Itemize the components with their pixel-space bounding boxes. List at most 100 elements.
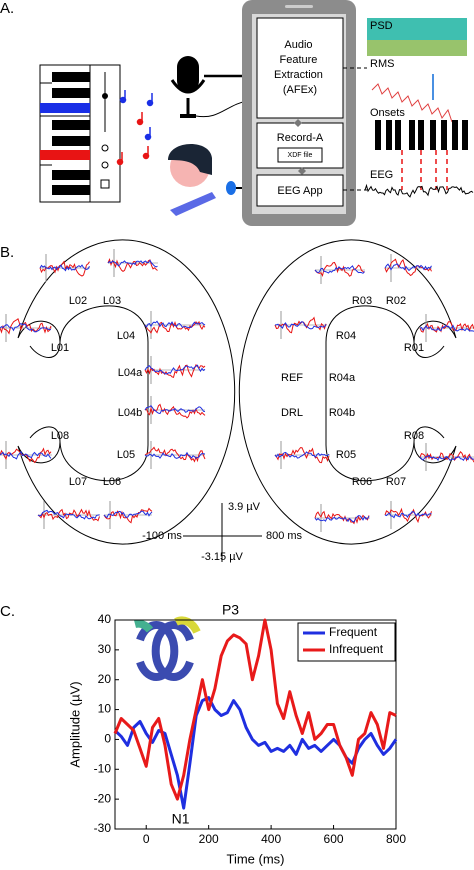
panel-label: A.	[0, 0, 14, 17]
trace	[144, 403, 206, 419]
inset-icons	[134, 616, 201, 681]
scale-label: 800 ms	[266, 530, 303, 542]
trace	[0, 450, 52, 460]
legend-box	[297, 622, 396, 662]
trace	[274, 447, 330, 464]
trace	[314, 265, 365, 274]
x-tick-label: 400	[261, 832, 281, 846]
trace	[314, 510, 370, 525]
electrode-label: L08	[51, 430, 69, 442]
trace	[37, 509, 100, 520]
x-tick-label: 600	[324, 832, 344, 846]
y-tick-label: 20	[98, 672, 112, 686]
afex-line: Feature	[280, 54, 318, 66]
onset-bar	[375, 120, 381, 150]
trace	[107, 259, 158, 268]
x-tick-label: 0	[143, 832, 150, 846]
plot-frame	[114, 619, 397, 830]
onset-bar	[418, 120, 424, 150]
y-tick-label: -10	[94, 761, 112, 775]
trace	[103, 510, 153, 519]
y-tick-label: 0	[104, 732, 111, 746]
trace	[144, 446, 206, 463]
legend-label: Infrequent	[329, 642, 384, 656]
y-tick-label: 40	[98, 612, 112, 626]
onset-bar	[430, 120, 436, 150]
trace	[39, 260, 90, 277]
trace	[144, 451, 206, 459]
electrode-label: L04b	[118, 407, 142, 419]
electrode-label: L01	[51, 342, 69, 354]
trace	[419, 451, 474, 463]
y-tick-label: -30	[94, 821, 112, 835]
trace	[144, 320, 206, 334]
annotation: P3	[222, 602, 239, 618]
trace	[103, 507, 153, 524]
rms-label: RMS	[370, 58, 394, 70]
legend-label: Frequent	[329, 625, 378, 639]
onset-bar	[386, 120, 392, 150]
onset-bar	[409, 120, 415, 150]
trace	[419, 321, 474, 333]
trace	[39, 264, 90, 272]
y-tick-label: 30	[98, 642, 112, 656]
xdf-label: XDF file	[288, 152, 313, 159]
phone	[242, 0, 356, 226]
trace	[314, 261, 365, 278]
trace	[37, 508, 100, 522]
panel-label: C.	[0, 603, 15, 620]
electrode-label: R03	[352, 295, 372, 307]
onset-bar	[441, 120, 447, 150]
trace	[419, 324, 474, 332]
trace	[0, 317, 52, 335]
electrode-label: L07	[69, 476, 87, 488]
record-label: Record-A	[277, 132, 324, 144]
scale-label: -3.15 µV	[201, 551, 243, 563]
onsets-label: Onsets	[370, 107, 405, 119]
electrode-label: R06	[352, 476, 372, 488]
keyboard	[39, 64, 121, 203]
electrode-label: R08	[404, 430, 424, 442]
trace	[144, 320, 206, 329]
afex-label: Audio Feature Extraction (AFEx)	[274, 39, 326, 96]
scale-bar	[183, 503, 262, 562]
electrode-label: R07	[386, 476, 406, 488]
psd-label: PSD	[370, 20, 393, 32]
electrode-label: L02	[69, 295, 87, 307]
electrode-label: L03	[103, 295, 121, 307]
trace	[144, 364, 206, 375]
y-axis-label: Amplitude (µV)	[67, 681, 82, 767]
y-tick-label: -20	[94, 791, 112, 805]
x-tick-label: 800	[386, 832, 406, 846]
x-axis-label: Time (ms)	[226, 851, 284, 866]
erp-traces	[0, 249, 474, 532]
x-tick-label: 200	[199, 832, 219, 846]
electrode-outline	[17, 239, 457, 545]
trace	[384, 263, 432, 272]
signals	[343, 18, 474, 198]
eeg-app-label: EEG App	[277, 185, 322, 197]
scale-label: -100 ms	[142, 530, 182, 542]
trace	[0, 322, 51, 333]
afex-line: Extraction	[274, 69, 323, 81]
afex-line: Audio	[284, 39, 312, 51]
head	[168, 143, 252, 216]
data-line	[113, 618, 397, 801]
onset-bar	[462, 120, 468, 150]
electrode-label: R04a	[329, 372, 356, 384]
electrode-label: L05	[117, 449, 135, 461]
music-notes	[116, 90, 154, 166]
panel-label: B.	[0, 244, 14, 261]
electrode-label: R01	[404, 342, 424, 354]
afex-line: (AFEx)	[283, 84, 317, 96]
electrode-label: REF	[281, 372, 303, 384]
electrode-label: DRL	[281, 407, 303, 419]
eeg-label: EEG	[370, 169, 393, 181]
electrode-label: R04	[336, 330, 356, 342]
onset-bar	[395, 120, 401, 150]
trace	[274, 451, 330, 459]
trace	[384, 511, 432, 519]
electrode-label: L04	[117, 330, 135, 342]
trace	[144, 404, 206, 415]
